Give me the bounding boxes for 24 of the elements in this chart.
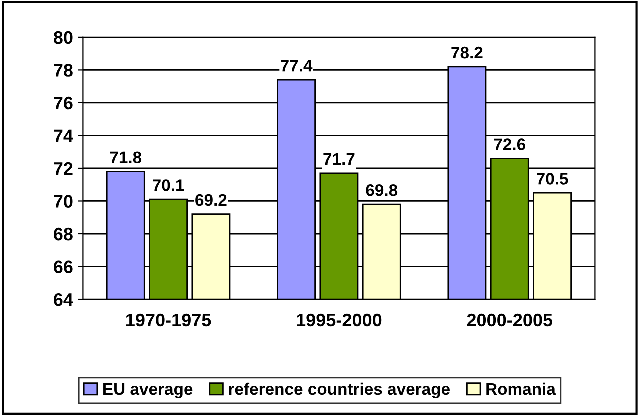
- data-label: 69.8: [366, 184, 398, 196]
- x-tick-label: 1970-1975: [126, 314, 212, 327]
- data-label: 71.8: [110, 152, 142, 164]
- y-tick-label: 64: [54, 293, 74, 306]
- y-tick-label: 74: [54, 130, 74, 142]
- y-tick-label: 76: [54, 96, 73, 110]
- y-tick-label: 66: [54, 260, 73, 274]
- legend-label: reference countries average: [229, 382, 450, 399]
- legend-label: Romania: [486, 382, 556, 396]
- data-label: 71.7: [324, 154, 355, 166]
- data-label: 78.2: [452, 46, 483, 59]
- x-tick-label: 2000-2005: [467, 314, 553, 327]
- legend-label: EU average: [104, 384, 193, 399]
- y-tick-label: 78: [54, 64, 73, 77]
- y-tick-label: 68: [54, 228, 73, 241]
- data-label: 70.1: [153, 180, 184, 192]
- data-label: 77.4: [281, 60, 313, 72]
- data-label: 70.5: [537, 173, 568, 185]
- data-label: 69.2: [196, 194, 227, 206]
- y-tick-label: 70: [54, 195, 73, 208]
- data-label: 72.6: [494, 138, 526, 150]
- y-tick-label: 80: [54, 31, 73, 44]
- x-tick-label: 1995-2000: [297, 314, 382, 327]
- y-tick-label: 72: [54, 162, 73, 176]
